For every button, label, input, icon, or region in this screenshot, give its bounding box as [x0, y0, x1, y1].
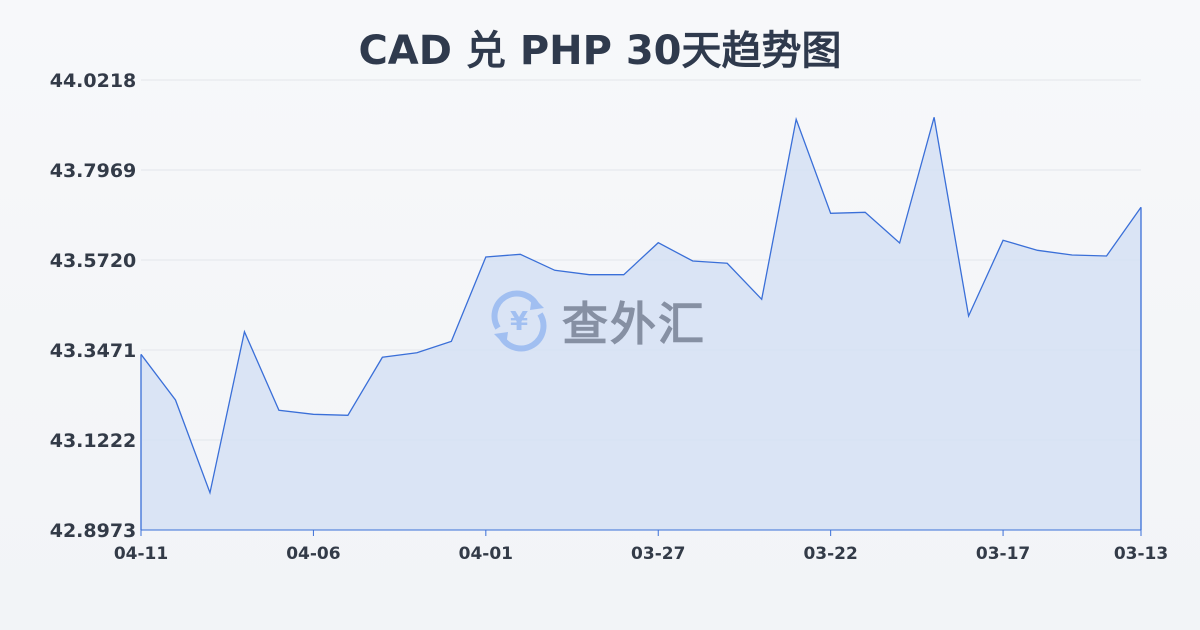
yen-exchange-icon: ¥	[491, 290, 547, 352]
x-tick-label: 04-06	[286, 544, 340, 564]
x-tick-label: 03-13	[1114, 544, 1168, 564]
x-tick-label: 03-22	[803, 544, 857, 564]
x-tick-label: 04-01	[459, 544, 513, 564]
svg-text:¥: ¥	[510, 307, 528, 337]
area-fill	[141, 117, 1141, 531]
x-tick-label: 03-17	[976, 544, 1030, 564]
y-tick-label: 43.7969	[50, 160, 137, 182]
y-tick-label: 44.0218	[50, 70, 137, 92]
chart-title: CAD 兑 PHP 30天趋势图	[358, 28, 842, 74]
series-line	[140, 116, 1142, 496]
y-tick-label: 43.3471	[50, 340, 137, 362]
x-tick-label: 03-27	[631, 544, 685, 564]
y-tick-label: 43.1222	[50, 430, 137, 452]
x-tick-label: 04-11	[114, 544, 168, 564]
y-tick-label: 42.8973	[50, 520, 137, 542]
watermark: ¥ 查外汇	[488, 288, 706, 354]
y-tick-label: 43.5720	[50, 250, 137, 272]
watermark-text: 查外汇	[562, 297, 706, 351]
